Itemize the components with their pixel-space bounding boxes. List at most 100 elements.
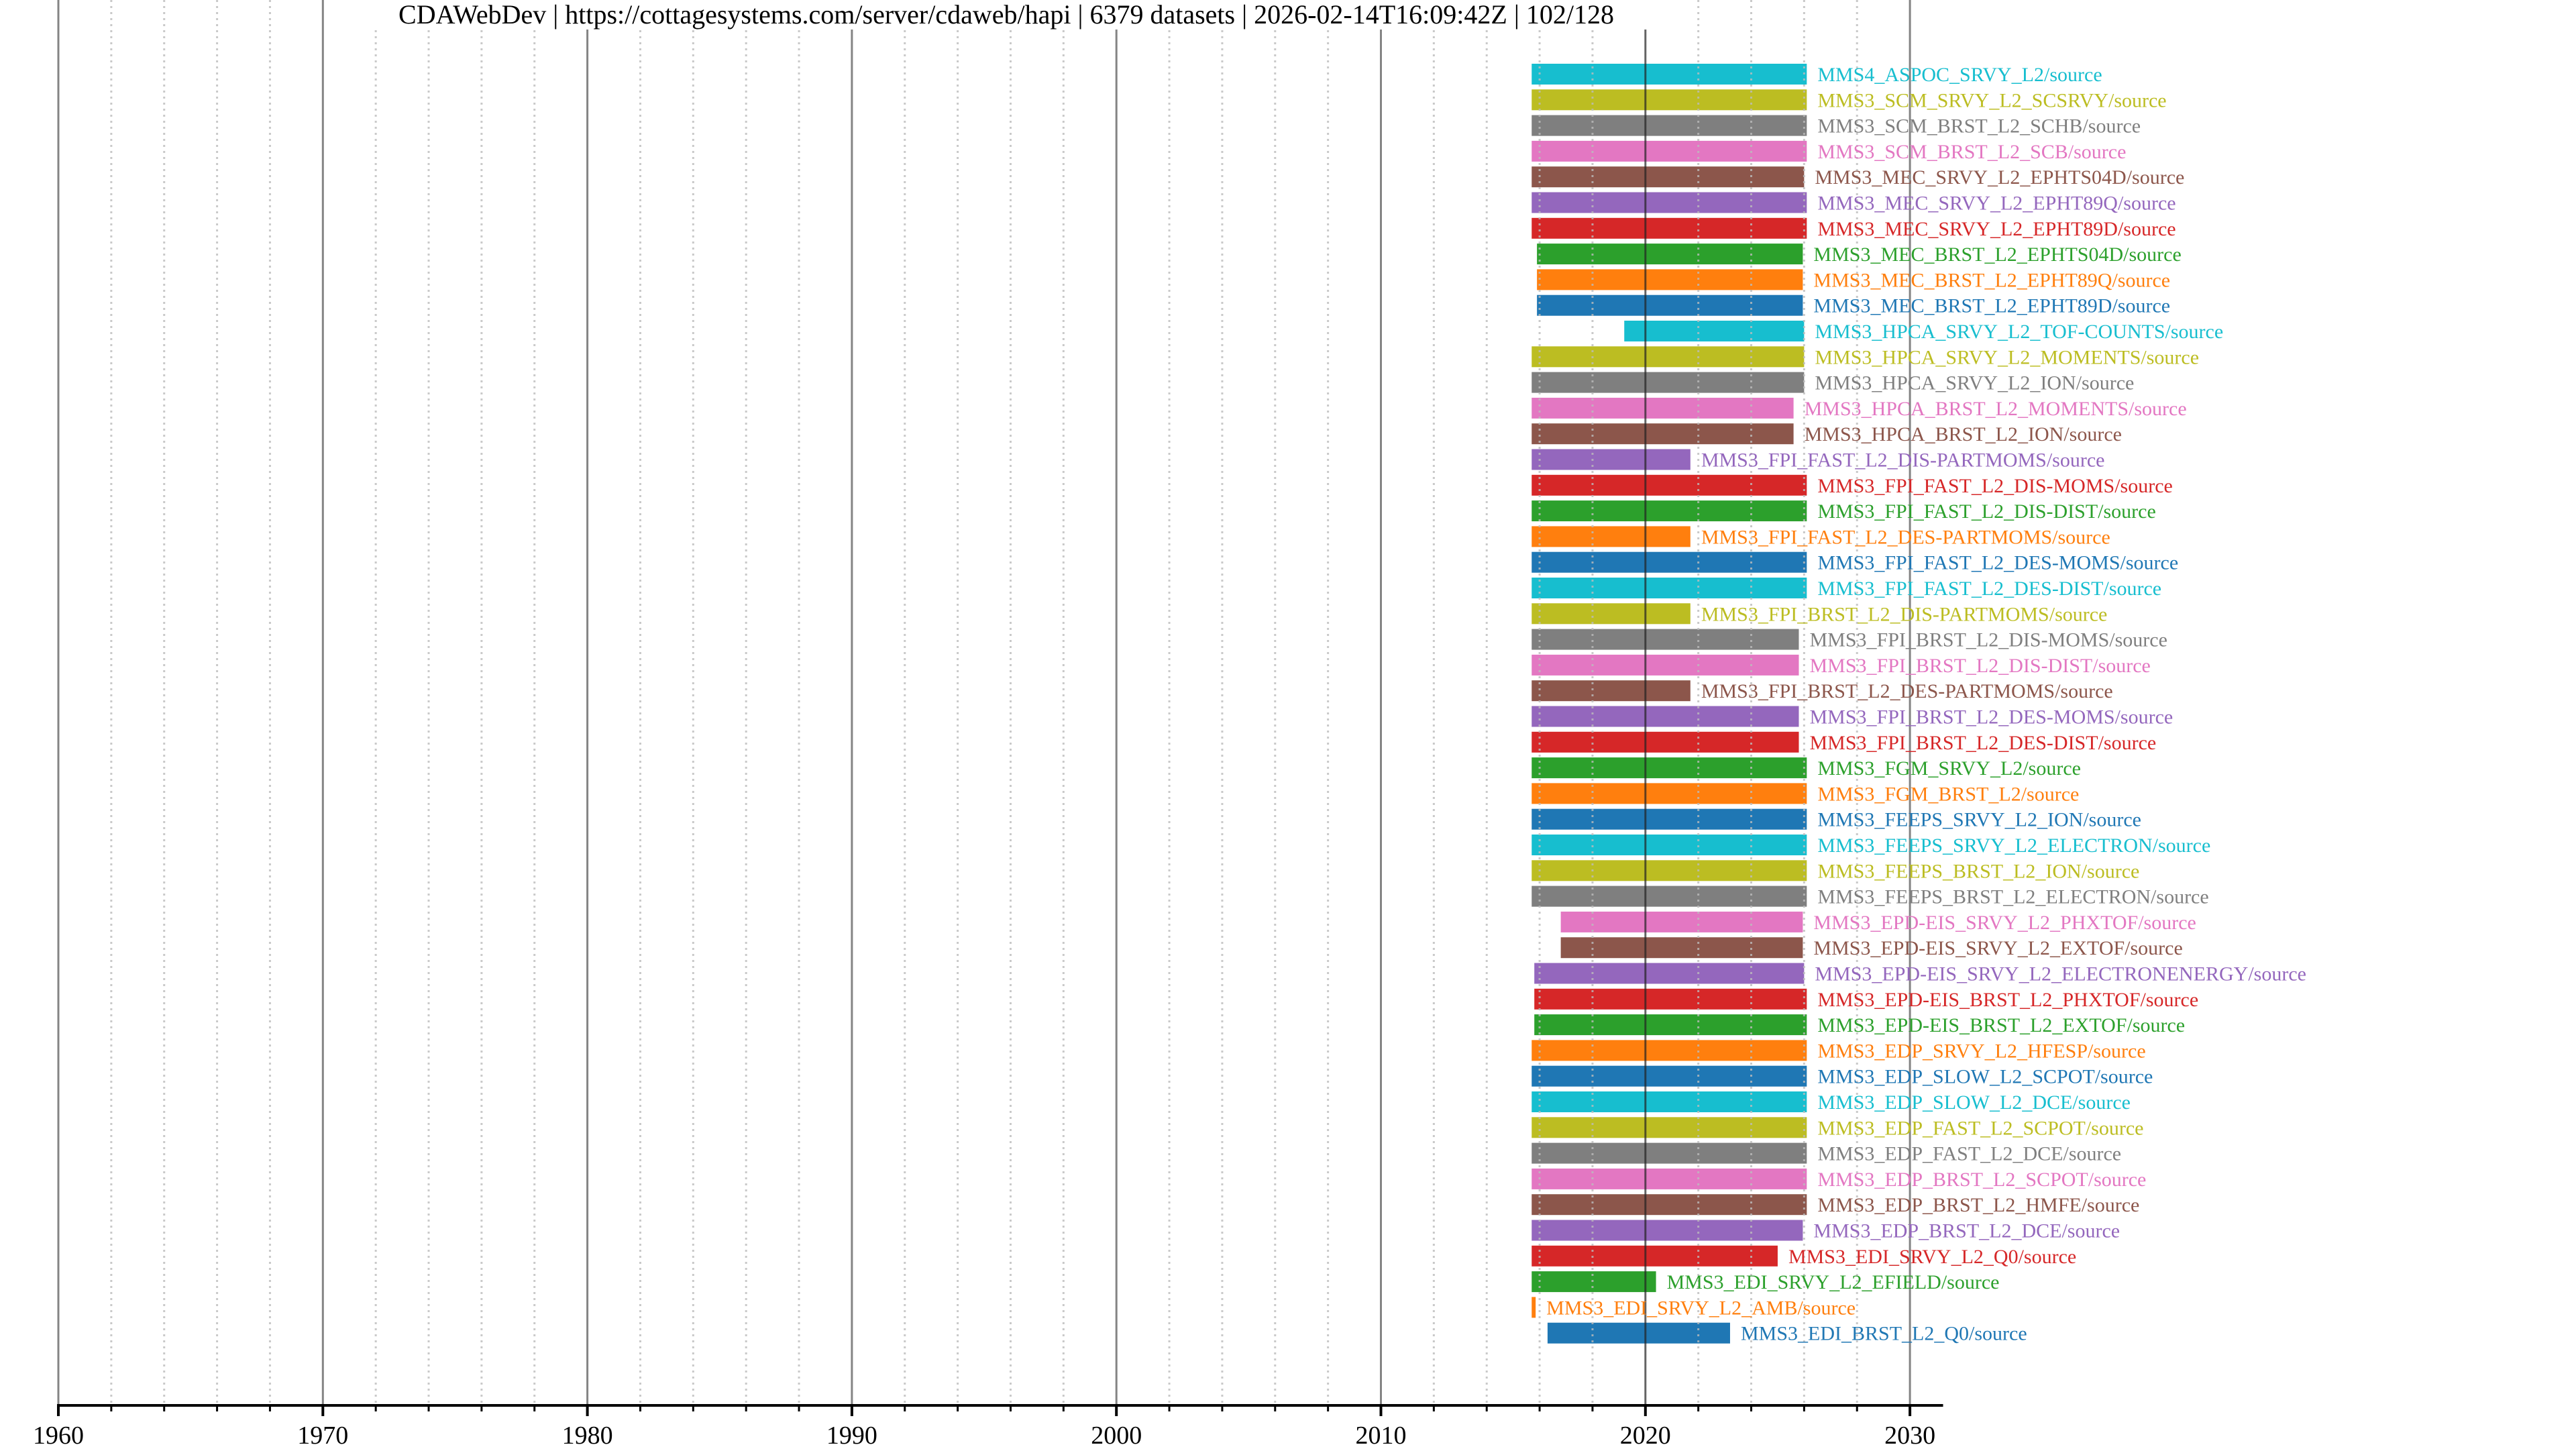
dataset-label: MMS3_FPI_BRST_L2_DES-DIST/source — [1809, 732, 2156, 754]
dataset-bar — [1532, 1091, 1807, 1112]
dataset-label: MMS3_FPI_BRST_L2_DES-MOMS/source — [1809, 706, 2173, 729]
dataset-label: MMS3_MEC_SRVY_L2_EPHT89Q/source — [1817, 193, 2176, 215]
dataset-label: MMS3_FEEPS_BRST_L2_ION/source — [1817, 860, 2139, 882]
dataset-bar — [1532, 449, 1690, 470]
dataset-label: MMS3_EPD-EIS_SRVY_L2_EXTOF/source — [1813, 937, 2182, 959]
dataset-label: MMS3_HPCA_SRVY_L2_TOF-COUNTS/source — [1815, 321, 2223, 343]
x-tick-label: 1980 — [562, 1421, 613, 1449]
dataset-label: MMS3_EDP_FAST_L2_SCPOT/source — [1817, 1117, 2143, 1139]
dataset-label: MMS3_FEEPS_BRST_L2_ELECTRON/source — [1817, 886, 2208, 908]
dataset-label: MMS3_FPI_BRST_L2_DIS-PARTMOMS/source — [1701, 603, 2108, 625]
dataset-bar — [1532, 217, 1807, 239]
dataset-bar — [1532, 629, 1799, 650]
dataset-bar — [1532, 808, 1807, 830]
dataset-label: MMS3_FPI_FAST_L2_DES-DIST/source — [1817, 578, 2161, 600]
dataset-bar — [1532, 474, 1807, 496]
dataset-bar — [1532, 885, 1807, 907]
dataset-bar — [1532, 731, 1799, 753]
chart-title: CDAWebDev | https://cottagesystems.com/s… — [398, 0, 1614, 30]
x-axis: 1960 1970 1980 1990 2000 2010 2020 2030 — [33, 1404, 1943, 1449]
dataset-label: MMS3_EPD-EIS_BRST_L2_EXTOF/source — [1817, 1014, 2185, 1036]
dataset-bar — [1534, 1014, 1807, 1036]
dataset-bar — [1532, 551, 1807, 573]
dataset-bar — [1532, 1245, 1778, 1267]
x-tick-label: 2030 — [1884, 1421, 1935, 1449]
dataset-bar — [1532, 1065, 1807, 1087]
dataset-bar — [1547, 1322, 1730, 1344]
dataset-label: MMS3_SCM_BRST_L2_SCHB/source — [1817, 115, 2141, 138]
dataset-label: MMS3_SCM_SRVY_L2_SCSRVY/source — [1817, 89, 2166, 111]
dataset-label: MMS3_EPD-EIS_SRVY_L2_ELECTRONENERGY/sour… — [1815, 963, 2306, 985]
dataset-label: MMS3_MEC_BRST_L2_EPHTS04D/source — [1813, 244, 2181, 266]
dataset-label: MMS3_FEEPS_SRVY_L2_ELECTRON/source — [1817, 835, 2210, 857]
dataset-bar — [1532, 860, 1807, 881]
dataset-label: MMS3_EPD-EIS_BRST_L2_PHXTOF/source — [1817, 989, 2198, 1011]
dataset-bar — [1532, 1194, 1807, 1216]
dataset-label: MMS3_EDP_SLOW_L2_SCPOT/source — [1817, 1066, 2153, 1088]
dataset-bar — [1532, 346, 1805, 368]
dataset-bar — [1532, 397, 1794, 419]
dataset-label: MMS3_FPI_FAST_L2_DIS-MOMS/source — [1817, 475, 2173, 497]
dataset-label: MMS3_FPI_FAST_L2_DES-MOMS/source — [1817, 552, 2178, 574]
dataset-label: MMS4_ASPOC_SRVY_L2/source — [1817, 64, 2102, 86]
dataset-label: MMS3_FPI_FAST_L2_DIS-DIST/source — [1817, 500, 2155, 523]
dataset-bar — [1532, 1142, 1807, 1164]
dataset-label: MMS3_EDI_BRST_L2_Q0/source — [1741, 1323, 2027, 1345]
dataset-label: MMS3_EPD-EIS_SRVY_L2_PHXTOF/source — [1813, 912, 2196, 934]
x-tick-label: 1970 — [297, 1421, 348, 1449]
dataset-label: MMS3_EDI_SRVY_L2_AMB/source — [1546, 1297, 1856, 1319]
dataset-bar — [1560, 911, 1803, 932]
dataset-label: MMS3_HPCA_SRVY_L2_ION/source — [1815, 372, 2134, 394]
dataset-label: MMS3_EDI_SRVY_L2_EFIELD/source — [1667, 1271, 2000, 1293]
dataset-label: MMS3_EDP_BRST_L2_HMFE/source — [1817, 1194, 2139, 1216]
dataset-label: MMS3_HPCA_BRST_L2_ION/source — [1805, 423, 2122, 445]
dataset-label: MMS3_MEC_SRVY_L2_EPHTS04D/source — [1815, 166, 2184, 189]
dataset-bar — [1537, 269, 1803, 290]
dataset-label: MMS3_FPI_BRST_L2_DIS-DIST/source — [1809, 655, 2150, 677]
dataset-bar — [1532, 835, 1807, 855]
dataset-bar — [1624, 321, 1805, 341]
dataset-bar — [1532, 500, 1807, 522]
dataset-bar — [1532, 115, 1807, 136]
dataset-bar — [1532, 680, 1690, 702]
dataset-bar — [1532, 1168, 1807, 1189]
title-background — [362, 0, 1650, 30]
dataset-bar — [1532, 64, 1807, 85]
dataset-bar — [1532, 757, 1807, 779]
dataset-bar — [1532, 603, 1690, 625]
dataset-bar — [1532, 1297, 1536, 1318]
dataset-label: MMS3_FGM_SRVY_L2/source — [1817, 757, 2081, 780]
dataset-bar — [1532, 578, 1807, 598]
x-tick-label: 1960 — [33, 1421, 84, 1449]
x-tick-label: 1990 — [826, 1421, 877, 1449]
dataset-bar — [1537, 294, 1803, 316]
dataset-label: MMS3_EDP_BRST_L2_SCPOT/source — [1817, 1169, 2146, 1191]
dataset-label: MMS3_FGM_BRST_L2/source — [1817, 783, 2079, 805]
dataset-label: MMS3_FPI_FAST_L2_DIS-PARTMOMS/source — [1701, 449, 2105, 472]
dataset-bar — [1532, 89, 1807, 111]
dataset-label: MMS3_EDP_BRST_L2_DCE/source — [1813, 1220, 2120, 1242]
dataset-bar — [1534, 963, 1805, 984]
dataset-bar — [1534, 988, 1807, 1010]
dataset-label: MMS3_MEC_BRST_L2_EPHT89Q/source — [1813, 269, 2170, 291]
dataset-label: MMS3_MEC_SRVY_L2_EPHT89D/source — [1817, 218, 2176, 240]
dataset-bar — [1560, 937, 1803, 959]
dataset-bar — [1532, 140, 1807, 162]
dataset-bar — [1532, 526, 1690, 547]
dataset-label: MMS3_HPCA_SRVY_L2_MOMENTS/source — [1815, 346, 2199, 368]
dataset-label: MMS3_FPI_BRST_L2_DES-PARTMOMS/source — [1701, 680, 2113, 702]
dataset-bar — [1532, 1040, 1807, 1061]
dataset-bar — [1532, 1220, 1803, 1241]
dataset-labels: MMS4_ASPOC_SRVY_L2/source MMS3_SCM_SRVY_L… — [1546, 64, 2306, 1345]
dataset-label: MMS3_FEEPS_SRVY_L2_ION/source — [1817, 809, 2141, 831]
x-tick-label: 2020 — [1620, 1421, 1671, 1449]
dataset-bar — [1532, 654, 1799, 676]
dataset-bar — [1532, 1117, 1807, 1138]
dataset-label: MMS3_EDP_SLOW_L2_DCE/source — [1817, 1091, 2131, 1114]
dataset-bar — [1532, 706, 1799, 727]
x-tick-label: 2010 — [1356, 1421, 1407, 1449]
dataset-bar — [1532, 1271, 1656, 1293]
dataset-bar — [1537, 244, 1803, 265]
dataset-bar — [1532, 423, 1794, 445]
